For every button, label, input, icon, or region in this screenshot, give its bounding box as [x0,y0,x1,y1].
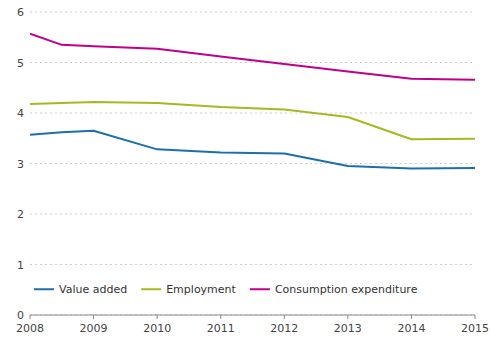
x-tick-label: 2010 [143,322,171,335]
legend-item: Employment [141,283,236,296]
chart-container: 0 1 2 3 4 5 6 2008 2009 2010 2011 2012 2013 2014 2015 V… [0,0,491,341]
legend-swatch [250,288,270,290]
y-tick-label: 4 [17,107,24,120]
legend-swatch [141,288,161,290]
legend-label: Employment [166,283,236,296]
line [30,102,475,139]
x-tick-label: 2011 [207,322,235,335]
x-tick [411,315,412,319]
y-tick-label: 1 [17,259,24,272]
x-tick [220,315,221,319]
legend-label: Value added [59,283,127,296]
chart: 0 1 2 3 4 5 6 2008 2009 2010 2011 2012 2013 2014 2015 V… [0,0,491,341]
grid-line [30,214,475,215]
y-tick-label: 3 [17,158,24,171]
x-axis-line [30,315,475,316]
y-tick-label: 0 [17,309,24,322]
x-tick-label: 2013 [334,322,362,335]
legend: Value added Employment Consumption expendi… [34,283,418,296]
grid-line [30,12,475,13]
y-tick-label: 5 [17,57,24,70]
x-tick [157,315,158,319]
x-tick [475,315,476,319]
grid-line [30,62,475,63]
x-tick-label: 2015 [461,322,489,335]
grid-line [30,264,475,265]
x-tick-label: 2009 [80,322,108,335]
legend-item: Value added [34,283,127,296]
line [30,131,475,169]
line [30,34,475,80]
series-lines [30,34,475,169]
y-grid [30,12,475,315]
grid-line [30,315,475,316]
x-tick [284,315,285,319]
x-tick [30,315,31,319]
grid-line [30,163,475,164]
x-tick-label: 2008 [16,322,44,335]
x-tick-label: 2014 [397,322,425,335]
x-tick [93,315,94,319]
y-tick-label: 2 [17,208,24,221]
y-tick-label: 6 [17,6,24,19]
legend-swatch [34,288,54,290]
grid-line [30,113,475,114]
legend-label: Consumption expenditure [275,283,418,296]
legend-item: Consumption expenditure [250,283,418,296]
x-tick [347,315,348,319]
x-tick-label: 2012 [270,322,298,335]
